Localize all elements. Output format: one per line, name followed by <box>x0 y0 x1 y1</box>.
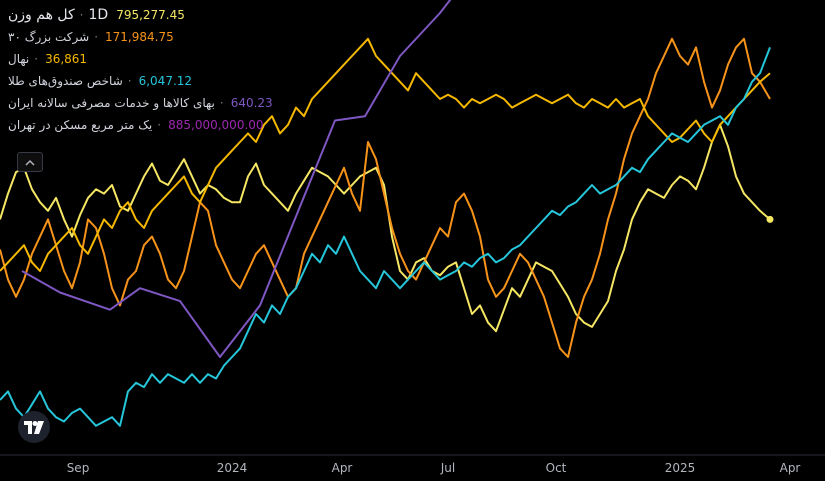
time-tick-label: Oct <box>546 461 567 475</box>
legend-series-value: 171,984.75 <box>105 30 174 44</box>
legend-series-name: شرکت بزرگ ۳۰ <box>8 30 90 44</box>
time-axis: Sep 2024 Apr Jul Oct 2025 Apr <box>0 454 825 475</box>
time-tick-label: Apr <box>780 461 801 475</box>
legend-series-name: بهای کالاها و خدمات مصرفی سالانه ایران <box>8 96 215 110</box>
time-tick-label: Sep <box>67 461 90 475</box>
legend-series-value: 6,047.12 <box>138 74 193 88</box>
legend-separator: · <box>127 74 132 88</box>
legend-series-name: نهال <box>8 52 30 66</box>
legend-interval: 1D <box>88 7 109 23</box>
time-tick-label: 2024 <box>217 461 248 475</box>
legend-row[interactable]: شرکت بزرگ ۳۰ · 171,984.75 <box>8 26 273 48</box>
legend: کل هم وزن · 1D 795,277.45 شرکت بزرگ ۳۰ · 1… <box>8 4 273 136</box>
time-tick-label: Jul <box>440 461 455 475</box>
series-line[interactable] <box>0 37 771 272</box>
legend-series-value: 885,000,000.00 <box>168 118 264 132</box>
last-value-dot-layer <box>766 215 774 223</box>
series-line[interactable] <box>0 123 771 333</box>
legend-series-value: 640.23 <box>230 96 273 110</box>
tradingview-logo-icon[interactable] <box>18 411 50 443</box>
legend-row[interactable]: بهای کالاها و خدمات مصرفی سالانه ایران · 6… <box>8 92 273 114</box>
legend-separator: · <box>157 118 162 132</box>
legend-series-name: یک متر مربع مسکن در تهران <box>8 118 153 132</box>
series-line[interactable] <box>0 47 771 427</box>
series-line[interactable] <box>0 37 771 358</box>
legend-main-name: کل هم وزن <box>8 7 75 23</box>
chevron-up-icon <box>25 159 35 166</box>
collapse-legend-button[interactable] <box>17 152 43 172</box>
legend-row[interactable]: نهال · 36,861 <box>8 48 273 70</box>
legend-series-name: شاخص صندوق‌های طلا <box>8 74 123 88</box>
legend-row[interactable]: شاخص صندوق‌های طلا · 6,047.12 <box>8 70 273 92</box>
legend-series-value: 36,861 <box>45 52 88 66</box>
legend-row-main[interactable]: کل هم وزن · 1D 795,277.45 <box>8 4 273 26</box>
legend-main-value: 795,277.45 <box>116 8 185 22</box>
legend-separator: · <box>79 8 84 22</box>
legend-separator: · <box>94 30 99 44</box>
legend-separator: · <box>34 52 39 66</box>
time-tick-label: Apr <box>332 461 353 475</box>
last-value-dot <box>766 215 774 223</box>
series-line[interactable] <box>21 0 510 358</box>
legend-separator: · <box>219 96 224 110</box>
legend-rows: شرکت بزرگ ۳۰ · 171,984.75 نهال · 36,861 شاخص ص… <box>8 26 273 136</box>
series-layer <box>0 0 771 427</box>
legend-row[interactable]: یک متر مربع مسکن در تهران · 885,000,000.00 <box>8 114 273 136</box>
time-tick-label: 2025 <box>665 461 696 475</box>
